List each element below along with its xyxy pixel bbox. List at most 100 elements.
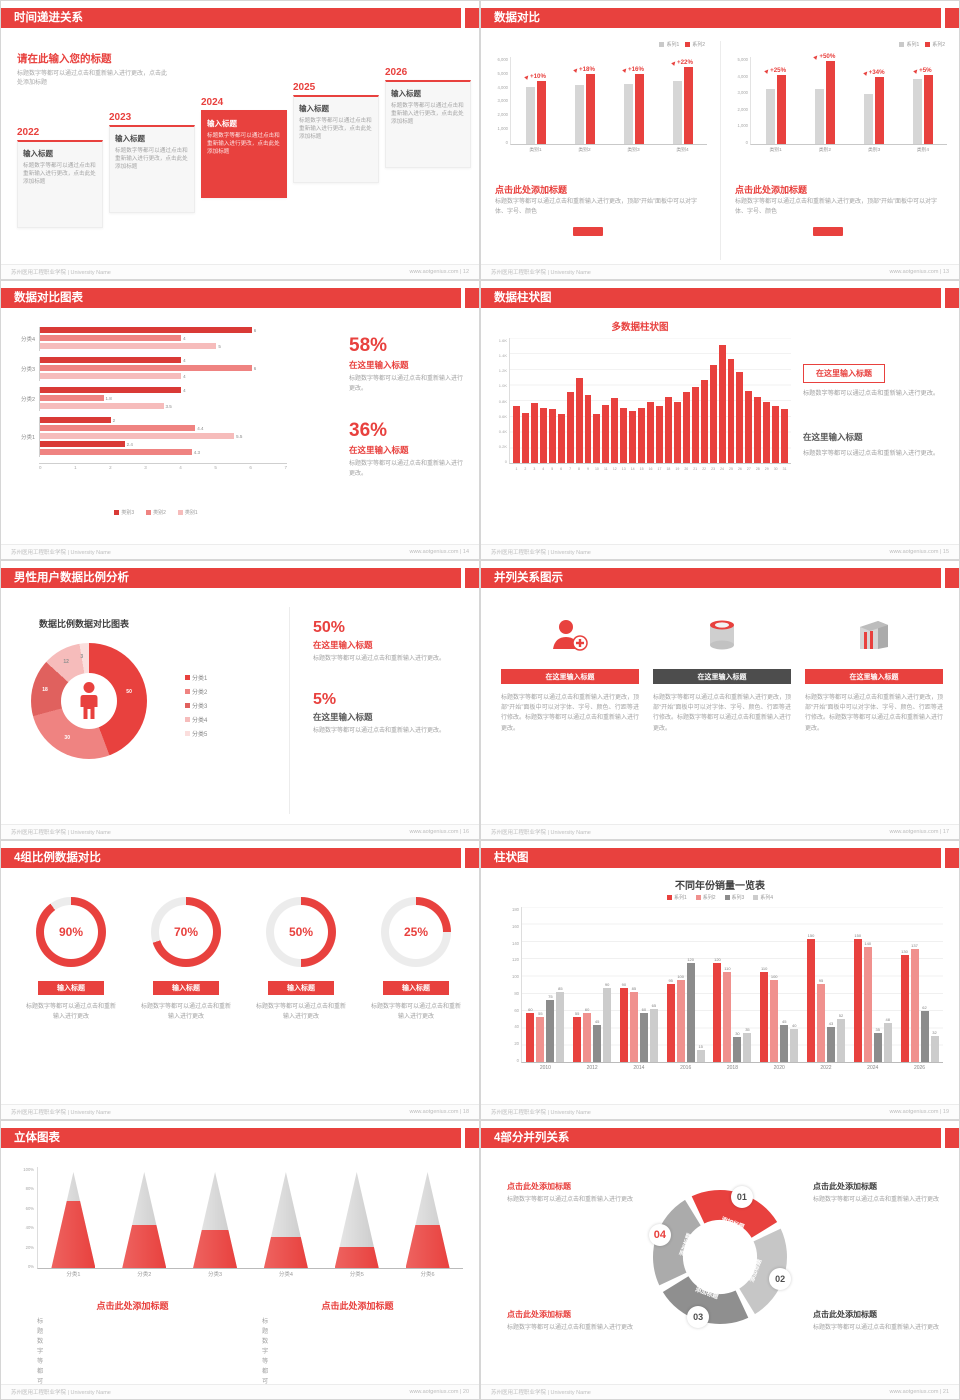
x-tick-label: 6 xyxy=(249,465,252,470)
text-block: 点击此处添加标题 标题数字等都可以通过点击和重新输入进行更改 xyxy=(813,1181,945,1206)
bars: 4 6 4 xyxy=(39,357,287,381)
timeline-step: 2025 输入标题 标题数字等都可以通过点击和重新输入进行更改，点击此处添加标题 xyxy=(293,82,379,183)
x-category-label: 类别1 xyxy=(769,148,782,153)
legend-swatch xyxy=(695,895,701,900)
panel-heading: 点击此处添加标题 xyxy=(735,185,808,195)
intro-text: 标题数字等都可以通过点击和重新输入进行更改，点击此处添加标题 xyxy=(17,71,168,87)
bar-wrap: 95 xyxy=(666,978,675,1062)
step-year: 2026 xyxy=(385,67,408,78)
bar-group: +34% 类别3 xyxy=(862,57,885,153)
chart-legend: 系列1 系列2 xyxy=(659,41,705,48)
x-tick-label: 6 xyxy=(560,467,563,471)
bar-wrap: 110 xyxy=(723,966,732,1062)
bars xyxy=(672,66,693,144)
bar-group: +16% 类别3 xyxy=(622,57,644,153)
cone-shape xyxy=(405,1172,450,1268)
bar-chart: 6,000 5,000 4,000 3,000 2,000 1,000 0 +10% 类别1 +1… xyxy=(493,57,707,159)
bar-wrap: 43 xyxy=(826,1021,835,1062)
x-tick-label: 2 xyxy=(109,465,112,470)
y-tick-label: 3,000 xyxy=(737,90,748,96)
y-tick-label: 2,000 xyxy=(737,106,748,112)
slide-footer: 苏州医用工程职业学院 | University Name www.aotgeniu… xyxy=(481,1384,959,1399)
cone-slot: 分类5 xyxy=(334,1167,379,1278)
header-accent-square xyxy=(465,848,479,868)
vertical-divider xyxy=(720,41,721,260)
bar xyxy=(602,404,610,463)
block-heading: 在这里输入标题 xyxy=(803,364,885,383)
value-label: 3.5 xyxy=(165,403,172,409)
item-banner: 输入标题 xyxy=(38,981,104,995)
bars xyxy=(765,75,786,144)
value-label: 75 xyxy=(548,994,553,1000)
category-label: 分类1 xyxy=(66,1272,81,1278)
footer-school: 苏州医用工程职业学院 | University Name xyxy=(11,1110,111,1116)
increase-label: +10% xyxy=(524,72,546,80)
x-tick-label: 2024 xyxy=(867,1065,879,1071)
header-accent-square xyxy=(945,848,959,868)
cone-fill xyxy=(51,1200,96,1268)
bar-wrap: 60 xyxy=(526,1007,535,1062)
value-label: 60 xyxy=(584,1006,590,1012)
block-heading: 在这里输入标题 xyxy=(803,431,863,442)
ring-number-badge: 03 xyxy=(687,1306,710,1329)
y-tick-label: 140 xyxy=(512,940,519,946)
legend-swatch xyxy=(114,510,120,515)
bar xyxy=(40,365,252,372)
legend-swatch xyxy=(146,510,152,515)
slide-21-four-part-relationship: 4部分并列关系 添加标题 添加标题 添加标题 添加标题 01 02 03 04 点击此处添加标… xyxy=(481,1121,959,1399)
x-tick-label: 11 xyxy=(604,467,608,471)
value-label: 35 xyxy=(875,1027,880,1033)
series2-bar xyxy=(825,61,835,144)
x-tick-label: 2012 xyxy=(586,1065,598,1071)
text-block: 点击此处添加标题 标题数字等都可以通过点击和重新输入进行更改 xyxy=(507,1309,639,1334)
value-label: 85 xyxy=(631,986,637,992)
x-tick-label: 28 xyxy=(755,467,760,471)
slide-18-four-ratio-comparison: 4组比例数据对比 90% 输入标题 标题数字等都可以通过点击和重新输入进行更改 … xyxy=(1,841,479,1119)
bar-group: 130 137 62 32 2026 xyxy=(900,907,939,1071)
bar-line: 4.4 xyxy=(40,425,287,432)
series1-bar xyxy=(814,88,824,144)
bars: 6 4 5 xyxy=(39,327,287,351)
x-tick-label: 2020 xyxy=(773,1065,785,1071)
footer-school: 苏州医用工程职业学院 | University Name xyxy=(11,830,111,836)
bar-group: +18% 类别2 xyxy=(573,57,595,153)
bar-group: 60 55 75 85 2010 xyxy=(526,907,565,1071)
bar xyxy=(40,335,182,342)
item-body: 标题数字等都可以通过点击和重新输入进行更改 xyxy=(370,1004,461,1020)
comparison-panel: 系列1 系列2 6,000 5,000 4,000 3,000 2,000 1,000 0 +1… xyxy=(485,33,717,264)
bar-group: 分类2 4 1.8 3.5 xyxy=(13,387,287,411)
x-tick-label: 3 xyxy=(144,465,147,470)
series2-bar xyxy=(536,80,546,144)
x-tick-label: 2 xyxy=(524,467,527,471)
series2-bar xyxy=(683,66,693,144)
footer-site-page: www.aotgenius.com | 12 xyxy=(409,269,469,275)
legend-item: 分类4 xyxy=(185,715,207,724)
cone-slot: 分类6 xyxy=(405,1167,450,1278)
cone-shape xyxy=(122,1172,167,1268)
stat-column: 58% 在这里输入标题 标题数字等都可以通过点击和重新输入进行更改。 36% 在… xyxy=(349,335,467,479)
footer-school: 苏州医用工程职业学院 | University Name xyxy=(491,270,591,276)
increase-value: +10% xyxy=(530,72,546,80)
bar xyxy=(664,396,672,463)
x-tick-label: 7 xyxy=(284,465,287,470)
parallel-column: 在这里输入标题 标题数字等都可以通过点击和重新输入进行更改，顶部“开始”面板中可… xyxy=(501,609,639,734)
ring-percentage: 70% xyxy=(173,925,199,939)
bar-wrap: 90 xyxy=(603,982,612,1062)
stat-block: 36% 在这里输入标题 标题数字等都可以通过点击和重新输入进行更改。 xyxy=(349,420,467,479)
progress-ring: 25% xyxy=(381,897,451,967)
legend-label: 类别1 xyxy=(184,510,198,516)
intro-block: 请在此输入您的标题 标题数字等都可以通过点击和重新输入进行更改，点击此处添加标题 xyxy=(17,51,185,89)
y-tick-label: 1,000 xyxy=(737,123,748,129)
category-label: 分类2 xyxy=(137,1272,152,1278)
bar xyxy=(727,359,735,463)
value-label: 150 xyxy=(854,932,862,938)
bar-group: 150 95 43 52 2022 xyxy=(806,907,845,1071)
x-tick-label: 2014 xyxy=(633,1065,645,1071)
value-label: 137 xyxy=(911,943,918,949)
legend-swatch xyxy=(753,895,759,900)
value-label: 4.3 xyxy=(193,449,200,455)
block-body: 标题数字等都可以通过点击和重新输入进行更改 xyxy=(507,1325,634,1331)
bar-line: 1.8 xyxy=(40,395,287,402)
x-tick-label: 3 xyxy=(533,467,536,471)
x-tick-label: 21 xyxy=(693,467,698,471)
